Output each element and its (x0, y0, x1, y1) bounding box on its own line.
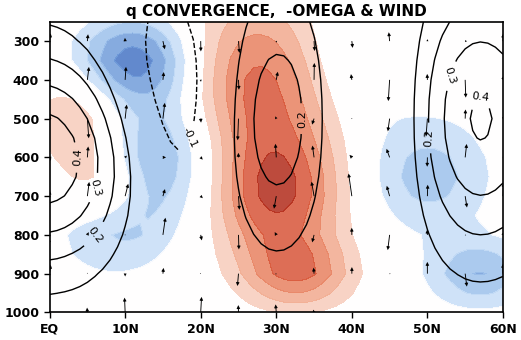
Title: q CONVERGENCE,  -OMEGA & WIND: q CONVERGENCE, -OMEGA & WIND (126, 4, 427, 19)
Text: 0.2: 0.2 (297, 110, 307, 128)
Text: 0.2: 0.2 (85, 225, 104, 245)
Text: 0.3: 0.3 (88, 178, 102, 198)
Text: 0.2: 0.2 (424, 129, 435, 147)
Text: 0.4: 0.4 (471, 91, 490, 103)
Text: 0.4: 0.4 (73, 148, 84, 167)
Text: 0.3: 0.3 (443, 66, 457, 86)
Text: -0.1: -0.1 (180, 126, 199, 150)
